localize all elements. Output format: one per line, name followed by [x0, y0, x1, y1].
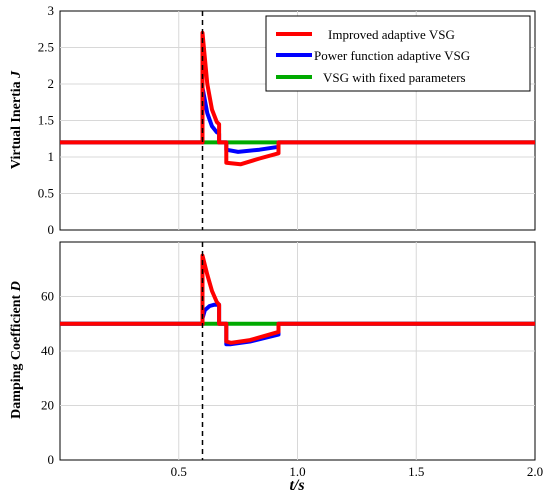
- inertia-series: [60, 11, 535, 230]
- damping-grid: [60, 242, 535, 460]
- inertia-series-improved-adaptive-vsg: [60, 30, 535, 167]
- damping-x-tick-label: 2.0: [527, 464, 543, 479]
- legend-label-improved: Improved adaptive VSG: [328, 27, 455, 42]
- damping-y-axis-label: Damping Coefficient D: [9, 281, 24, 419]
- damping-x-tick-label: 0.5: [171, 464, 187, 479]
- damping-y-tick-label: 20: [41, 398, 54, 413]
- damping-ticks: 0 20 40 60 0.5 1.0 1.5 2.0: [41, 289, 543, 480]
- damping-x-tick-label: 1.5: [408, 464, 424, 479]
- inertia-y-tick-label: 0: [48, 222, 55, 237]
- inertia-y-tick-label: 1.5: [38, 113, 54, 128]
- legend-label-power: Power function adaptive VSG: [314, 48, 470, 63]
- inertia-y-tick-label: 1: [48, 149, 55, 164]
- inertia-y-tick-label: 2.5: [38, 40, 54, 55]
- damping-series: [60, 242, 535, 460]
- x-axis-label: t/s: [289, 477, 304, 494]
- inertia-y-axis-label: Virtual Inertia J: [9, 70, 24, 169]
- damping-y-tick-label: 40: [41, 343, 54, 358]
- damping-y-tick-label: 0: [48, 452, 55, 467]
- damping-y-tick-label: 60: [41, 289, 54, 304]
- damping-x-tick-label: 1.0: [289, 464, 305, 479]
- inertia-y-tick-label: 0.5: [38, 186, 54, 201]
- inertia-y-tick-label: 2: [48, 76, 55, 91]
- inertia-ticks: 0 0.5 1 1.5 2 2.5 3: [38, 3, 54, 237]
- inertia-y-tick-label: 3: [48, 3, 55, 18]
- damping-panel: 0 20 40 60 0.5 1.0 1.5 2.0 Damping Coefficient …: [9, 241, 543, 480]
- legend: Improved adaptive VSG Power function ada…: [265, 15, 531, 92]
- damping-series-improved-adaptive-vsg: [60, 253, 535, 345]
- legend-label-fixed: VSG with fixed parameters: [323, 70, 466, 85]
